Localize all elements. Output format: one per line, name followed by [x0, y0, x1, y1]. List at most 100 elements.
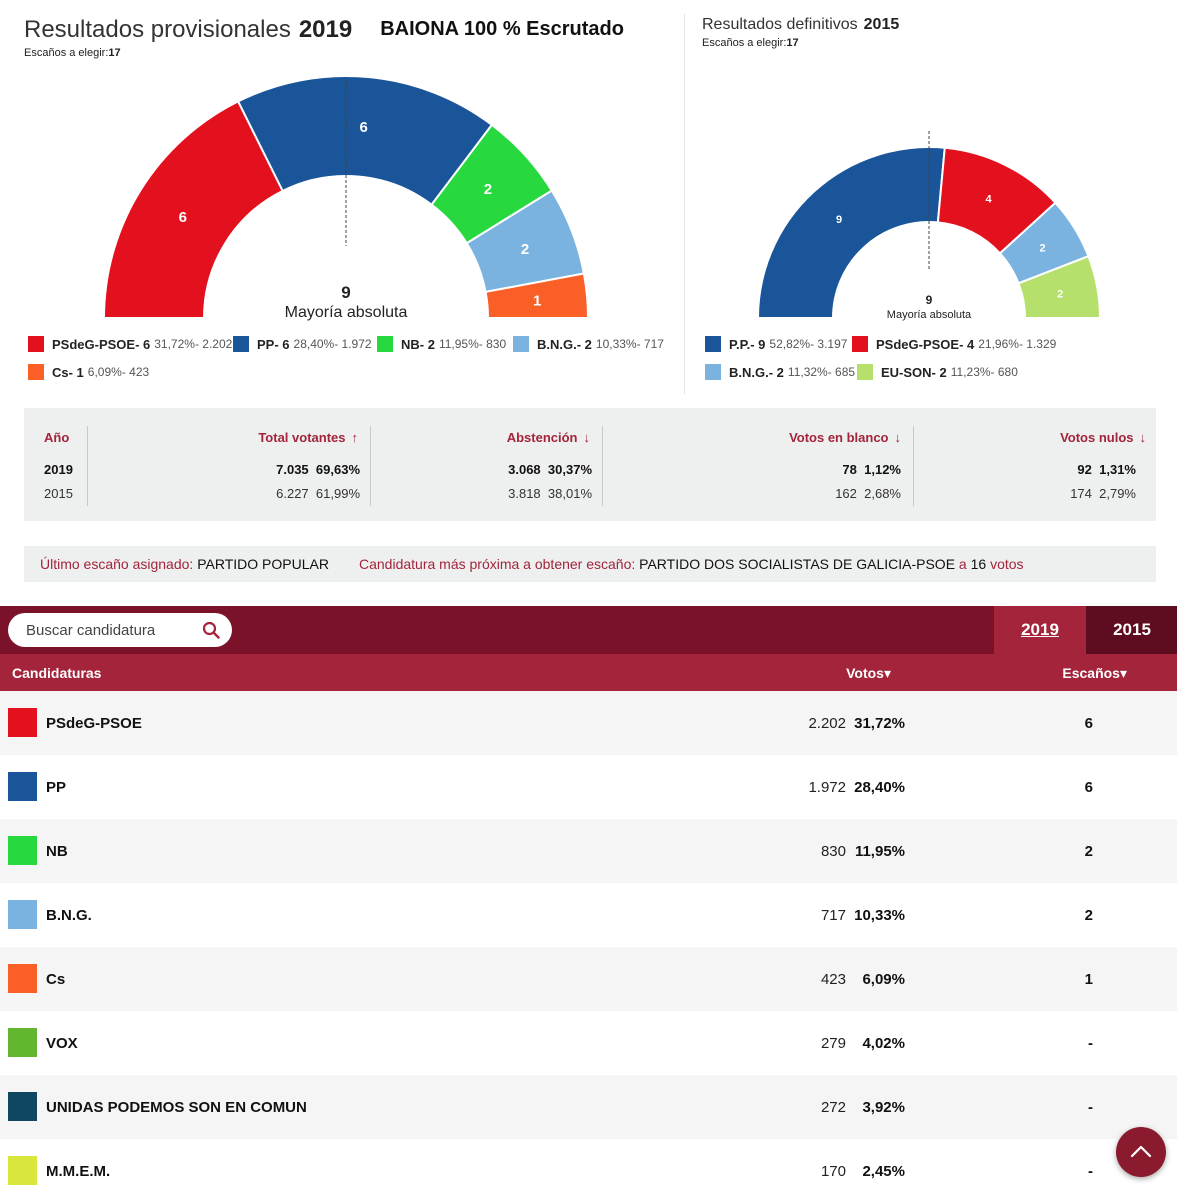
seat-count-label: 2: [484, 181, 492, 198]
party-votes: 279: [820, 1035, 846, 1052]
stats-year-column: Año 2019 2015: [24, 408, 88, 521]
party-color-swatch: [8, 836, 37, 865]
party-name: M.M.E.M.: [46, 1163, 111, 1180]
seat-arc-cs[interactable]: [484, 272, 590, 319]
legend-stats: 52,82%- 3.197: [769, 337, 848, 351]
total-voters-header[interactable]: Total votantes ↑: [258, 430, 358, 445]
stat-value: 6.227: [276, 486, 309, 501]
party-percentage: 2,45%: [862, 1163, 905, 1180]
party-name: Cs: [46, 971, 66, 988]
party-color-swatch: [8, 1028, 37, 1057]
party-seats: -: [1088, 1099, 1093, 1116]
votes-column-header[interactable]: Votos▾: [846, 665, 891, 681]
search-input[interactable]: [26, 613, 196, 647]
majority-number: 9: [926, 293, 933, 307]
year-header: Año: [44, 430, 70, 445]
legend-stats: 6,09%- 423: [87, 365, 150, 379]
provisional-results-panel: Resultados provisionales 2019 BAIONA 100 %…: [0, 0, 680, 400]
table-header: Candidaturas Votos▾ Escaños▾: [0, 654, 1177, 691]
party-seats: 2: [1084, 907, 1093, 924]
seat-count-label: 2: [1039, 243, 1045, 255]
party-color-swatch: [8, 772, 37, 801]
table-row[interactable]: VOX 279 4,02% -: [0, 1011, 1177, 1075]
legend-swatch: [852, 336, 868, 352]
candidates-column-header: Candidaturas: [12, 665, 102, 681]
arrow-up-icon: ↑: [351, 430, 359, 445]
table-row[interactable]: M.M.E.M. 170 2,45% -: [0, 1139, 1177, 1201]
legend-swatch: [513, 336, 529, 352]
party-votes: 423: [820, 971, 846, 988]
seat-arc-psdeg-psoe[interactable]: [102, 100, 285, 319]
party-votes: 2.202: [808, 715, 846, 732]
year-2019: 2019: [44, 462, 73, 477]
search-icon[interactable]: [202, 621, 220, 639]
legend-item-p-p: P.P.- 9 52,82%- 3.197: [705, 336, 847, 352]
seat-count-label: 6: [360, 119, 368, 136]
legend-name: PP- 6: [257, 336, 290, 352]
stat-value: 3.818: [508, 486, 541, 501]
definitive-year: 2015: [863, 16, 900, 33]
table-row[interactable]: PP 1.972 28,40% 6: [0, 755, 1177, 819]
provisional-legend: PSdeG-PSOE- 6 31,72%- 2.202 PP- 6 28,40%- 1…: [0, 0, 680, 400]
tab-2019[interactable]: 2019: [994, 606, 1086, 654]
legend-swatch: [28, 364, 44, 380]
provisional-seats-to-elect: Escaños a elegir:17: [24, 47, 121, 59]
stats-blank-votes: Votos en blanco ↓ 78 1,12% 162 2,68%: [602, 408, 913, 521]
majority-number: 9: [341, 283, 350, 302]
stat-value: 162: [835, 486, 857, 501]
year-2015: 2015: [44, 486, 73, 501]
party-votes: 830: [820, 843, 846, 860]
legend-swatch: [705, 364, 721, 380]
seat-count-label: 1: [533, 293, 541, 310]
party-seats: 2: [1084, 843, 1093, 860]
provisional-title: Resultados provisionales: [24, 16, 291, 43]
legend-name: EU-SON- 2: [881, 364, 947, 380]
abstention-header[interactable]: Abstención ↓: [506, 430, 591, 445]
legend-item-psdeg-psoe: PSdeG-PSOE- 4 21,96%- 1.329: [852, 336, 1056, 352]
last-seat-assigned: Último escaño asignado: PARTIDO POPULAR: [40, 556, 329, 572]
provisional-year: 2019: [298, 16, 353, 43]
table-row[interactable]: NB 830 11,95% 2: [0, 819, 1177, 883]
party-color-swatch: [8, 1092, 37, 1121]
chevron-up-icon: [1130, 1145, 1152, 1158]
seats-column-header[interactable]: Escaños▾: [1062, 665, 1127, 681]
stat-pct: 2,68%: [864, 486, 901, 501]
place-status: BAIONA 100 % Escrutado: [380, 18, 624, 40]
majority-label: Mayoría absoluta: [285, 304, 408, 321]
party-name: UNIDAS PODEMOS SON EN COMUN: [46, 1099, 307, 1116]
stat-pct: 30,37%: [547, 462, 592, 477]
legend-name: P.P.- 9: [729, 336, 766, 352]
provisional-hemicycle-chart: 6 6 2 2 1 9 Mayoría absoluta: [102, 75, 590, 321]
tab-2015[interactable]: 2015: [1086, 606, 1177, 654]
party-votes: 717: [820, 907, 846, 924]
party-seats: -: [1088, 1035, 1093, 1052]
seat-arc-pp[interactable]: [236, 75, 494, 207]
legend-name: PSdeG-PSOE- 6: [52, 336, 151, 352]
stat-value: 3.068: [508, 462, 541, 477]
blank-votes-header[interactable]: Votos en blanco ↓: [789, 430, 901, 445]
legend-stats: 11,23%- 680: [950, 365, 1018, 379]
arrow-down-icon: ↓: [583, 430, 591, 445]
legend-stats: 11,95%- 830: [438, 337, 507, 351]
panel-divider: [684, 14, 685, 394]
party-votes: 170: [820, 1163, 846, 1180]
party-percentage: 6,09%: [862, 971, 905, 988]
definitive-legend: P.P.- 9 52,82%- 3.197 PSdeG-PSOE- 4 21,96%-…: [685, 0, 1177, 400]
seats-label: Escaños a elegir:: [702, 37, 787, 49]
scroll-to-top-button[interactable]: [1116, 1127, 1166, 1177]
table-row[interactable]: UNIDAS PODEMOS SON EN COMUN 272 3,92% -: [0, 1075, 1177, 1139]
table-row[interactable]: PSdeG-PSOE 2.202 31,72% 6: [0, 691, 1177, 755]
table-row[interactable]: B.N.G. 717 10,33% 2: [0, 883, 1177, 947]
stats-null-votes: Votos nulos ↓ 92 1,31% 174 2,79%: [913, 408, 1156, 521]
majority-label: Mayoría absoluta: [887, 309, 972, 321]
search-box: [8, 613, 232, 647]
stat-pct: 1,12%: [864, 462, 901, 477]
null-votes-header[interactable]: Votos nulos ↓: [1060, 430, 1146, 445]
legend-name: B.N.G.- 2: [729, 364, 784, 380]
legend-item-psdeg-psoe: PSdeG-PSOE- 6 31,72%- 2.202: [28, 336, 232, 352]
seat-arc-eu-son[interactable]: [1017, 254, 1102, 319]
table-row[interactable]: Cs 423 6,09% 1: [0, 947, 1177, 1011]
arrow-down-icon: ↓: [1139, 430, 1147, 445]
legend-name: PSdeG-PSOE- 4: [876, 336, 975, 352]
party-name: B.N.G.: [46, 907, 92, 924]
